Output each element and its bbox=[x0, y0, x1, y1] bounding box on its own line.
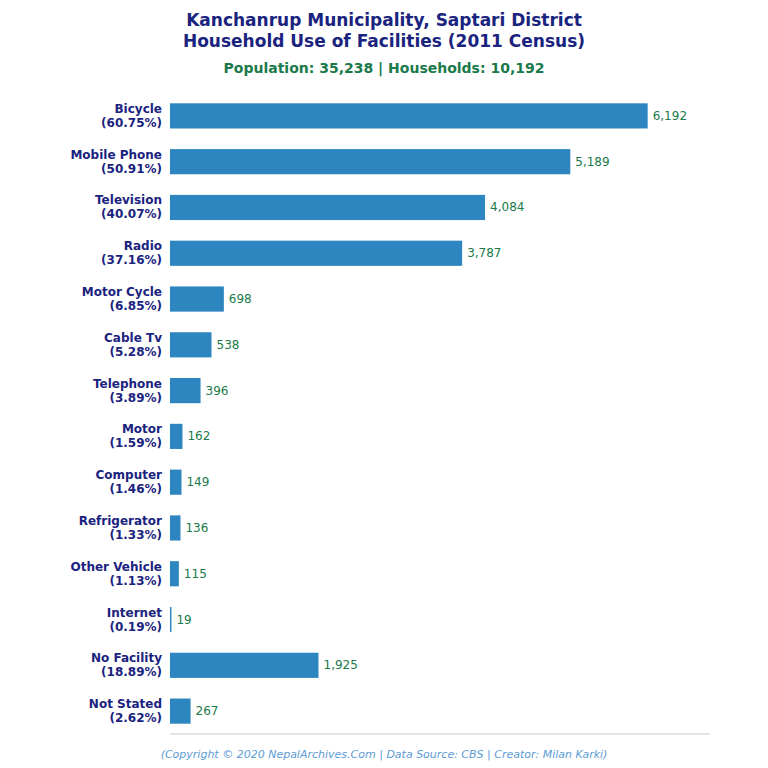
bar bbox=[170, 103, 648, 128]
text-line: Mobile Phone bbox=[70, 148, 162, 162]
title-line: Household Use of Facilities (2011 Census… bbox=[183, 31, 585, 51]
bar bbox=[170, 561, 179, 586]
category-label: Motor(1.59%) bbox=[109, 422, 162, 450]
category-label: Television(40.07%) bbox=[95, 193, 162, 221]
data-label: 6,192 bbox=[653, 109, 687, 123]
text-line: Television bbox=[95, 193, 162, 207]
category-label: Cable Tv(5.28%) bbox=[104, 331, 162, 359]
text-line: Radio bbox=[124, 239, 162, 253]
category-label: Computer(1.46%) bbox=[96, 468, 163, 496]
text-line: (18.89%) bbox=[101, 665, 162, 679]
background bbox=[0, 0, 768, 768]
bar bbox=[170, 332, 212, 357]
data-label: 1,925 bbox=[324, 658, 358, 672]
data-label: 149 bbox=[186, 475, 209, 489]
text-line: (40.07%) bbox=[101, 207, 162, 221]
text-line: Motor Cycle bbox=[82, 285, 162, 299]
category-label: Internet(0.19%) bbox=[107, 606, 162, 634]
text-line: Cable Tv bbox=[104, 331, 162, 345]
text-line: (1.33%) bbox=[109, 528, 162, 542]
bar bbox=[170, 195, 485, 220]
text-line: Bicycle bbox=[114, 102, 162, 116]
text-line: (60.75%) bbox=[101, 116, 162, 130]
category-label: Radio(37.16%) bbox=[101, 239, 162, 267]
text-line: (1.46%) bbox=[109, 482, 162, 496]
footer: (Copyright © 2020 NepalArchives.Com | Da… bbox=[161, 748, 608, 761]
title-line: Kanchanrup Municipality, Saptari Distric… bbox=[186, 10, 582, 30]
chart-container: Kanchanrup Municipality, Saptari Distric… bbox=[0, 0, 768, 768]
text-line: (3.89%) bbox=[109, 391, 162, 405]
category-label: Telephone(3.89%) bbox=[93, 377, 162, 405]
bar bbox=[170, 424, 182, 449]
category-label: No Facility(18.89%) bbox=[91, 651, 162, 679]
x-axis-line bbox=[170, 734, 710, 735]
text-line: Computer bbox=[96, 468, 163, 482]
bar bbox=[170, 515, 180, 540]
data-label: 267 bbox=[196, 704, 219, 718]
text-line: Telephone bbox=[93, 377, 162, 391]
data-label: 5,189 bbox=[575, 155, 609, 169]
data-label: 698 bbox=[229, 292, 252, 306]
text-line: Not Stated bbox=[89, 697, 162, 711]
text-line: (1.13%) bbox=[109, 574, 162, 588]
text-line: (2.62%) bbox=[109, 711, 162, 725]
category-label: Mobile Phone(50.91%) bbox=[70, 148, 162, 176]
subtitle: Population: 35,238 | Households: 10,192 bbox=[224, 60, 545, 77]
text-line: (1.59%) bbox=[109, 436, 162, 450]
text-line: (37.16%) bbox=[101, 253, 162, 267]
category-label: Not Stated(2.62%) bbox=[89, 697, 162, 725]
data-label: 136 bbox=[185, 521, 208, 535]
text-line: Refrigerator bbox=[79, 514, 162, 528]
title: Kanchanrup Municipality, Saptari Distric… bbox=[183, 10, 585, 51]
text-line: (0.19%) bbox=[109, 620, 162, 634]
bar bbox=[170, 241, 462, 266]
bar bbox=[170, 470, 181, 495]
chart-svg: Kanchanrup Municipality, Saptari Distric… bbox=[0, 0, 768, 768]
category-label: Bicycle(60.75%) bbox=[101, 102, 162, 130]
text-line: (5.28%) bbox=[109, 345, 162, 359]
category-label: Motor Cycle(6.85%) bbox=[82, 285, 162, 313]
text-line: (6.85%) bbox=[109, 299, 162, 313]
data-label: 115 bbox=[184, 567, 207, 581]
data-label: 162 bbox=[187, 429, 210, 443]
data-label: 538 bbox=[217, 338, 240, 352]
category-label: Other Vehicle(1.13%) bbox=[70, 560, 162, 588]
bar bbox=[170, 699, 191, 724]
data-label: 396 bbox=[206, 384, 229, 398]
text-line: Internet bbox=[107, 606, 162, 620]
text-line: No Facility bbox=[91, 651, 162, 665]
bar bbox=[170, 149, 570, 174]
bars bbox=[170, 103, 648, 723]
data-label: 3,787 bbox=[467, 246, 501, 260]
text-line: Other Vehicle bbox=[70, 560, 162, 574]
bar bbox=[170, 653, 319, 678]
bar bbox=[170, 607, 171, 632]
text-line: Motor bbox=[122, 422, 162, 436]
bar bbox=[170, 378, 201, 403]
category-label: Refrigerator(1.33%) bbox=[79, 514, 162, 542]
text-line: (50.91%) bbox=[101, 162, 162, 176]
bar bbox=[170, 286, 224, 311]
data-label: 19 bbox=[176, 613, 191, 627]
data-label: 4,084 bbox=[490, 200, 524, 214]
